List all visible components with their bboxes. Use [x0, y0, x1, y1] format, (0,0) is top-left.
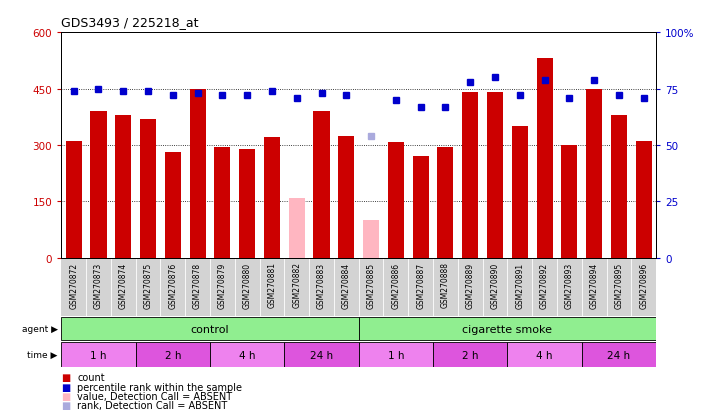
Bar: [214, 147, 231, 258]
Text: GSM270887: GSM270887: [416, 262, 425, 308]
Text: 2 h: 2 h: [462, 350, 479, 360]
Text: control: control: [190, 324, 229, 334]
Text: GSM270883: GSM270883: [317, 262, 326, 308]
Text: 1 h: 1 h: [388, 350, 404, 360]
Bar: [284, 342, 359, 367]
Text: GSM270894: GSM270894: [590, 262, 598, 308]
Text: GSM270878: GSM270878: [193, 262, 202, 308]
Text: 4 h: 4 h: [536, 350, 553, 360]
Bar: [636, 142, 652, 258]
Text: GSM270881: GSM270881: [267, 262, 276, 308]
Text: GSM270893: GSM270893: [565, 262, 574, 308]
Text: 1 h: 1 h: [90, 350, 107, 360]
Bar: [140, 119, 156, 258]
Bar: [562, 146, 578, 258]
Bar: [66, 142, 81, 258]
Text: GSM270885: GSM270885: [366, 262, 376, 308]
Text: GSM270876: GSM270876: [168, 262, 177, 308]
Bar: [359, 317, 656, 340]
Bar: [462, 93, 478, 258]
Text: GSM270886: GSM270886: [392, 262, 400, 308]
Bar: [512, 127, 528, 258]
Bar: [90, 112, 107, 258]
Bar: [239, 150, 255, 258]
Bar: [582, 342, 656, 367]
Text: GSM270891: GSM270891: [516, 262, 524, 308]
Text: cigarette smoke: cigarette smoke: [462, 324, 552, 334]
Bar: [611, 116, 627, 258]
Text: percentile rank within the sample: percentile rank within the sample: [77, 382, 242, 392]
Text: GSM270873: GSM270873: [94, 262, 103, 308]
Text: ■: ■: [61, 382, 71, 392]
Bar: [190, 89, 205, 258]
Bar: [388, 142, 404, 258]
Bar: [264, 138, 280, 258]
Text: GSM270882: GSM270882: [292, 262, 301, 308]
Text: time ▶: time ▶: [27, 350, 58, 359]
Text: GDS3493 / 225218_at: GDS3493 / 225218_at: [61, 16, 199, 29]
Bar: [136, 342, 210, 367]
Text: GSM270879: GSM270879: [218, 262, 227, 308]
Text: 24 h: 24 h: [310, 350, 333, 360]
Text: GSM270890: GSM270890: [490, 262, 500, 308]
Text: 4 h: 4 h: [239, 350, 255, 360]
Text: GSM270892: GSM270892: [540, 262, 549, 308]
Bar: [487, 93, 503, 258]
Bar: [210, 342, 284, 367]
Bar: [61, 317, 359, 340]
Text: GSM270875: GSM270875: [143, 262, 153, 308]
Text: 2 h: 2 h: [164, 350, 181, 360]
Text: agent ▶: agent ▶: [22, 324, 58, 333]
Text: GSM270896: GSM270896: [640, 262, 648, 308]
Bar: [314, 112, 329, 258]
Bar: [433, 342, 508, 367]
Text: count: count: [77, 373, 105, 382]
Text: rank, Detection Call = ABSENT: rank, Detection Call = ABSENT: [77, 400, 227, 410]
Text: GSM270874: GSM270874: [119, 262, 128, 308]
Text: GSM270880: GSM270880: [243, 262, 252, 308]
Bar: [363, 221, 379, 258]
Bar: [359, 342, 433, 367]
Bar: [288, 198, 305, 258]
Bar: [165, 153, 181, 258]
Text: ■: ■: [61, 391, 71, 401]
Bar: [536, 59, 552, 258]
Text: 24 h: 24 h: [607, 350, 630, 360]
Text: value, Detection Call = ABSENT: value, Detection Call = ABSENT: [77, 391, 232, 401]
Bar: [115, 116, 131, 258]
Text: ■: ■: [61, 400, 71, 410]
Bar: [508, 342, 582, 367]
Bar: [438, 147, 454, 258]
Text: GSM270884: GSM270884: [342, 262, 351, 308]
Text: GSM270888: GSM270888: [441, 262, 450, 308]
Bar: [586, 89, 602, 258]
Text: ■: ■: [61, 373, 71, 382]
Text: GSM270889: GSM270889: [466, 262, 474, 308]
Text: GSM270895: GSM270895: [614, 262, 624, 308]
Bar: [61, 342, 136, 367]
Bar: [338, 136, 354, 258]
Text: GSM270872: GSM270872: [69, 262, 78, 308]
Bar: [412, 157, 429, 258]
